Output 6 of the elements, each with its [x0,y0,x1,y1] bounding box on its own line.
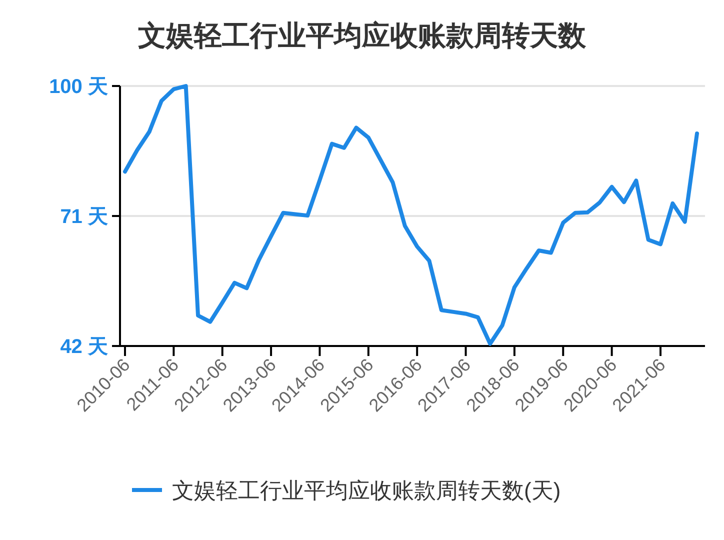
chart-title: 文娱轻工行业平均应收账款周转天数 [138,20,587,51]
y-tick-label: 71 天 [60,206,108,228]
y-tick-label: 100 天 [49,76,108,98]
y-tick-label: 42 天 [60,336,108,358]
legend-label: 文娱轻工行业平均应收账款周转天数(天) [172,478,561,503]
line-series [123,84,699,346]
